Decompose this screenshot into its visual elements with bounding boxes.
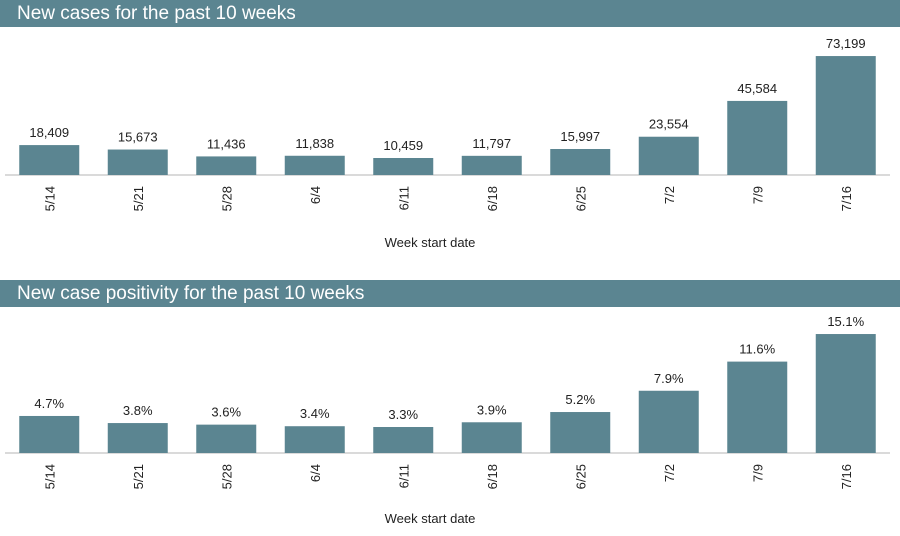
data-label: 4.7% (34, 396, 64, 411)
bar (638, 390, 699, 453)
data-label: 15.1% (827, 314, 864, 329)
x-tick-label: 6/25 (573, 464, 588, 489)
data-label: 10,459 (383, 138, 423, 153)
x-axis-label: Week start date (385, 235, 476, 250)
x-tick-label: 6/11 (396, 186, 411, 210)
data-label: 3.3% (388, 407, 418, 422)
x-tick-label: 7/16 (839, 186, 854, 211)
x-tick-label: 6/18 (485, 464, 500, 489)
chart-title: New case positivity for the past 10 week… (0, 280, 900, 307)
bar (461, 422, 522, 453)
x-tick-label: 5/14 (42, 464, 57, 489)
data-label: 15,997 (560, 129, 600, 144)
bar (373, 158, 434, 175)
chart-title: New cases for the past 10 weeks (0, 0, 900, 27)
new-cases-chart: 18,409 5/14 15,673 5/21 11,436 5/28 11,838 6/4 1… (5, 36, 890, 250)
x-tick-label: 6/4 (308, 186, 323, 204)
x-tick-label: 6/18 (485, 186, 500, 211)
x-tick-label: 5/28 (219, 464, 234, 489)
x-tick-label: 7/9 (750, 464, 765, 482)
new-cases-chart-panel: New cases for the past 10 weeks 18,409 5/… (0, 0, 900, 262)
data-label: 11,436 (207, 136, 246, 151)
data-label: 3.8% (123, 403, 153, 418)
bar (727, 361, 788, 453)
bar (19, 145, 80, 175)
bar (196, 424, 257, 453)
data-label: 11.6% (739, 342, 775, 357)
bar (284, 155, 345, 175)
x-tick-label: 7/2 (662, 464, 677, 482)
data-label: 73,199 (826, 36, 866, 51)
bar (19, 415, 80, 453)
data-label: 18,409 (29, 125, 69, 140)
data-label: 3.4% (300, 406, 330, 421)
bar (727, 100, 788, 175)
bar (815, 56, 876, 176)
data-label: 3.9% (477, 402, 507, 417)
x-axis-label: Week start date (385, 511, 476, 526)
bar (373, 427, 434, 453)
x-tick-label: 5/14 (42, 186, 57, 211)
data-label: 7.9% (654, 371, 684, 386)
positivity-chart-panel: New case positivity for the past 10 week… (0, 280, 900, 536)
x-tick-label: 7/16 (839, 464, 854, 489)
x-tick-label: 5/21 (131, 464, 146, 489)
x-tick-label: 6/25 (573, 186, 588, 211)
data-label: 11,838 (295, 136, 334, 151)
positivity-chart: 4.7% 5/14 3.8% 5/21 3.6% 5/28 3.4% 6/4 3.3% 6/11 3… (5, 314, 890, 526)
x-tick-label: 6/4 (308, 464, 323, 482)
data-label: 3.6% (211, 405, 241, 420)
bar (550, 149, 611, 175)
bar (107, 149, 168, 175)
x-tick-label: 5/28 (219, 186, 234, 211)
data-label: 23,554 (649, 117, 689, 132)
bar (815, 334, 876, 453)
data-label: 15,673 (118, 130, 158, 145)
bar (284, 426, 345, 453)
bar (461, 155, 522, 175)
bar (638, 136, 699, 175)
bar (107, 423, 168, 453)
data-label: 5.2% (565, 392, 595, 407)
x-tick-label: 7/9 (750, 186, 765, 204)
bar (550, 412, 611, 453)
data-label: 45,584 (737, 81, 777, 96)
bar (196, 156, 257, 175)
x-tick-label: 6/11 (396, 464, 411, 488)
x-tick-label: 7/2 (662, 186, 677, 204)
x-tick-label: 5/21 (131, 186, 146, 211)
data-label: 11,797 (472, 136, 511, 151)
